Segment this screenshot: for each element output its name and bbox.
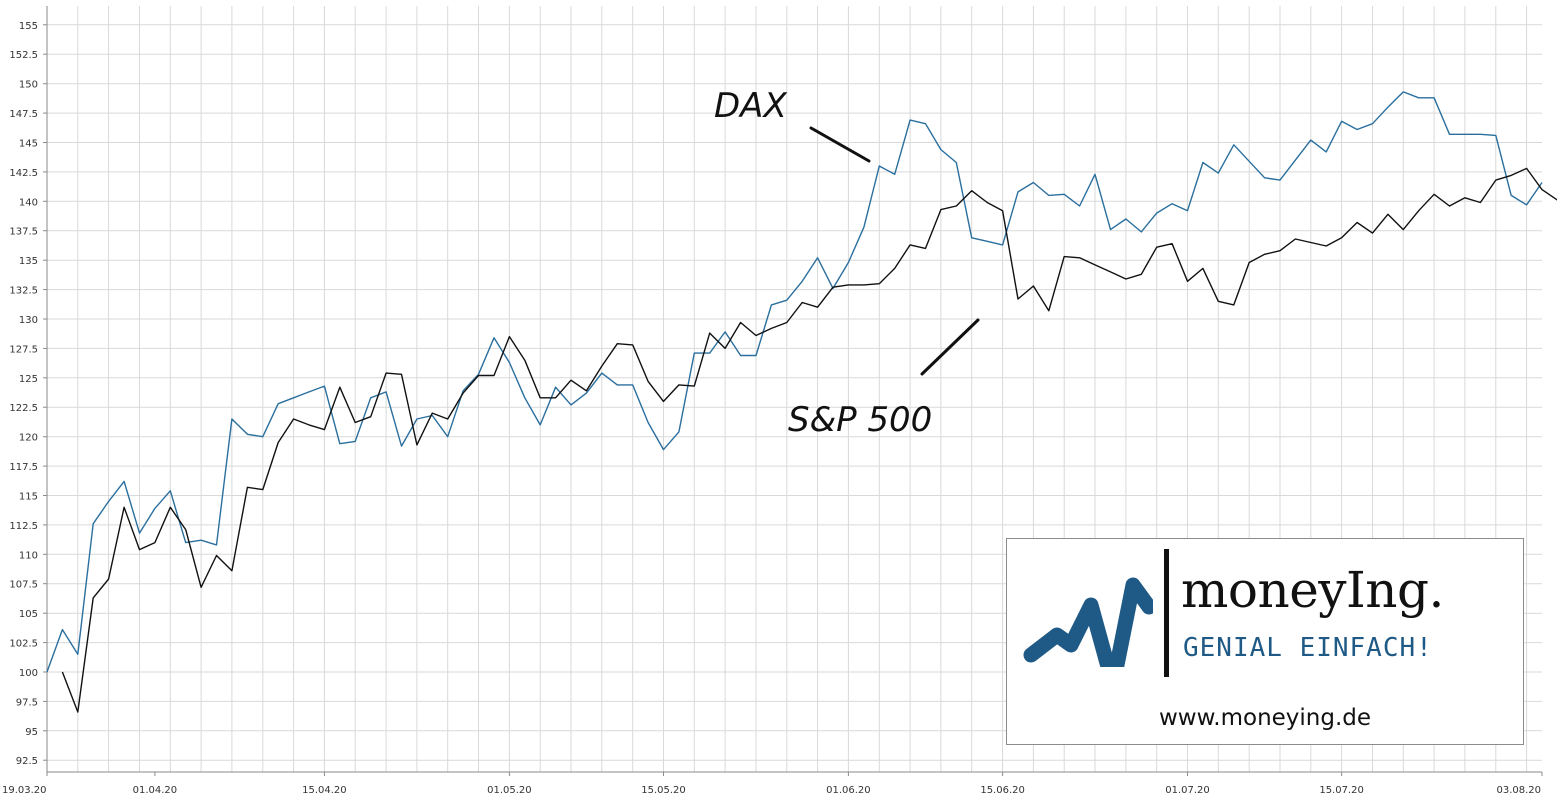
x-tick-label: 15.04.20 bbox=[302, 785, 347, 796]
y-tick-label: 145 bbox=[19, 139, 38, 150]
sp500-pointer-line bbox=[920, 318, 980, 376]
x-tick-label: 01.04.20 bbox=[133, 785, 178, 796]
x-tick-label: 01.05.20 bbox=[487, 785, 532, 796]
sp500-annotation: S&P 500 bbox=[788, 400, 932, 440]
y-axis-ticks: 92.5 95 97.5 100 102.5 105 107.5 110 112.5 115 117… bbox=[9, 21, 47, 767]
y-tick-label: 125 bbox=[19, 374, 38, 385]
y-tick-label: 155 bbox=[19, 21, 38, 32]
y-tick-label: 100 bbox=[19, 668, 38, 679]
x-tick-label: 19.03.20 bbox=[2, 785, 47, 796]
brand-url: www.moneying.de bbox=[1158, 705, 1372, 731]
y-tick-label: 92.5 bbox=[16, 756, 38, 767]
moneying-logo-box: moneyIng. GENIAL EINFACH! www.moneying.d… bbox=[1006, 538, 1524, 745]
y-tick-label: 150 bbox=[19, 80, 38, 91]
x-tick-label: 03.08.20 bbox=[1496, 785, 1541, 796]
x-tick-label: 15.05.20 bbox=[641, 785, 686, 796]
y-tick-label: 107.5 bbox=[9, 580, 38, 591]
y-tick-label: 112.5 bbox=[9, 521, 38, 532]
x-tick-label: 01.06.20 bbox=[826, 785, 871, 796]
y-tick-label: 127.5 bbox=[9, 344, 38, 355]
y-tick-label: 147.5 bbox=[9, 109, 38, 120]
y-tick-label: 95 bbox=[25, 727, 38, 738]
y-tick-label: 152.5 bbox=[9, 50, 38, 61]
y-tick-label: 140 bbox=[19, 197, 38, 208]
series-line-dax bbox=[46, 91, 1543, 673]
y-tick-label: 117.5 bbox=[9, 462, 38, 473]
series-line-sp500 bbox=[61, 167, 1557, 713]
series-lines bbox=[46, 91, 1557, 713]
brand-tagline: GENIAL EINFACH! bbox=[1183, 633, 1433, 663]
x-axis-ticks: 19.03.20 01.04.20 15.04.20 01.05.20 15.05.20… bbox=[2, 772, 1543, 796]
y-tick-label: 105 bbox=[19, 609, 38, 620]
x-tick-label: 15.07.20 bbox=[1319, 785, 1364, 796]
logo-divider bbox=[1164, 549, 1169, 677]
y-tick-label: 135 bbox=[19, 256, 38, 267]
y-tick-label: 120 bbox=[19, 433, 38, 444]
dax-pointer-line bbox=[809, 126, 871, 163]
y-tick-label: 115 bbox=[19, 492, 38, 503]
y-tick-label: 142.5 bbox=[9, 168, 38, 179]
y-tick-label: 122.5 bbox=[9, 403, 38, 414]
y-tick-label: 132.5 bbox=[9, 286, 38, 297]
dax-annotation: DAX bbox=[714, 86, 787, 126]
brand-name: moneyIng. bbox=[1181, 561, 1444, 619]
y-tick-label: 110 bbox=[19, 550, 38, 561]
horizontal-gridlines bbox=[47, 24, 1542, 761]
x-tick-label: 15.06.20 bbox=[980, 785, 1025, 796]
x-tick-label: 01.07.20 bbox=[1165, 785, 1210, 796]
y-tick-label: 97.5 bbox=[16, 697, 38, 708]
pulse-wave-icon bbox=[1023, 577, 1153, 667]
y-tick-label: 102.5 bbox=[9, 639, 38, 650]
y-tick-label: 130 bbox=[19, 315, 38, 326]
y-tick-label: 137.5 bbox=[9, 227, 38, 238]
chart-annotations: DAX S&P 500 bbox=[714, 86, 980, 440]
